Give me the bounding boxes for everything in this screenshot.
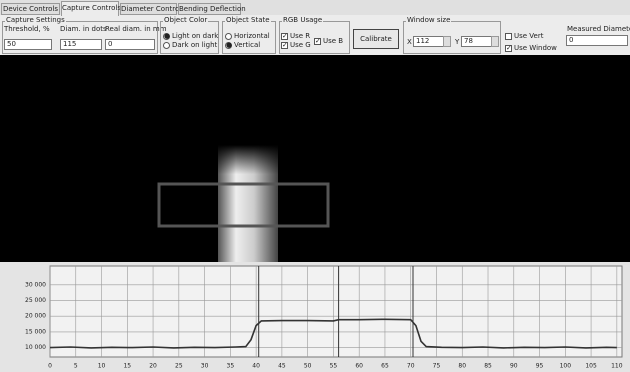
x-tick-label: 5 [74,363,78,370]
x-tick-label: 75 [433,363,441,370]
x-tick-label: 90 [510,363,518,370]
field-label: Real diam. in mm [105,25,167,33]
radio[interactable] [163,42,170,49]
spinner[interactable] [443,36,451,47]
checkbox[interactable]: ✓ [281,33,288,40]
y-tick-label: 25 000 [25,297,46,304]
x-tick-label: 65 [381,363,389,370]
x-tick-label: 15 [123,363,131,370]
object-color-title: Object Color [163,16,208,24]
spinner[interactable] [491,36,499,47]
calibrate-button[interactable]: Calibrate [353,29,399,49]
y-tick-label: 20 000 [25,313,46,320]
x-tick-label: 100 [560,363,572,370]
object-fade [218,145,278,262]
radio-label: Light on dark [172,32,218,40]
rgb-usage-title: RGB Usage [282,16,323,24]
tab[interactable]: Device Controls [1,3,60,15]
x-tick-label: 60 [355,363,363,370]
window-size-title: Window size [406,16,451,24]
x-tick-label: 30 [201,363,209,370]
x-label: X [407,38,412,46]
text-input[interactable]: 50 [4,39,52,50]
checkbox[interactable] [505,33,512,40]
checkbox[interactable]: ✓ [314,38,321,45]
checkbox-label: Use G [290,41,311,49]
object-state-title: Object State [225,16,271,24]
measured-input: 0 [566,35,628,46]
radio[interactable]: ● [225,42,232,49]
checkbox[interactable]: ✓ [505,45,512,52]
plot-area [50,266,622,357]
x-tick-label: 20 [149,363,157,370]
radio-label: Horizontal [234,32,270,40]
x-tick-label: 80 [458,363,466,370]
checkbox-label: Use Vert [514,32,543,40]
y-tick-label: 15 000 [25,328,46,335]
tab[interactable]: Bending Deflection [178,3,241,15]
x-tick-label: 10 [98,363,106,370]
field-label: Threshold, % [4,25,50,33]
radio-label: Dark on light [172,41,217,49]
x-tick-label: 0 [48,363,52,370]
text-input[interactable]: 115 [60,39,102,50]
x-tick-label: 70 [407,363,415,370]
checkbox-label: Use Window [514,44,557,52]
x-tick-label: 50 [304,363,312,370]
y-tick-label: 10 000 [25,344,46,351]
x-tick-label: 105 [585,363,597,370]
x-tick-label: 110 [611,363,623,370]
x-tick-label: 55 [330,363,338,370]
y-label: Y [455,38,459,46]
checkbox[interactable]: ✓ [281,42,288,49]
capture-settings-title: Capture Settings [5,16,66,24]
field-label: Diam. in dots [60,25,107,33]
measured-label: Measured Diameter( [567,25,630,33]
x-tick-label: 35 [227,363,235,370]
tab[interactable]: Diameter Controls [120,3,177,15]
radio[interactable]: ● [163,33,170,40]
text-input[interactable]: 0 [105,39,155,50]
radio[interactable] [225,33,232,40]
view: 10 000 15 000 20 000 25 000 30 000 0 5 10 15 20 25… [0,0,630,372]
y-tick-label: 30 000 [25,281,46,288]
x-tick-label: 95 [536,363,544,370]
x-tick-label: 85 [484,363,492,370]
x-tick-label: 45 [278,363,286,370]
tab[interactable]: Capture Controls [61,1,119,16]
checkbox-label: Use R [290,32,310,40]
checkbox-label: Use B [323,37,343,45]
x-tick-label: 25 [175,363,183,370]
x-tick-label: 40 [252,363,260,370]
camera-image [0,55,630,262]
app-window: 10 000 15 000 20 000 25 000 30 000 0 5 10 15 20 25… [0,0,630,372]
radio-label: Vertical [234,41,260,49]
